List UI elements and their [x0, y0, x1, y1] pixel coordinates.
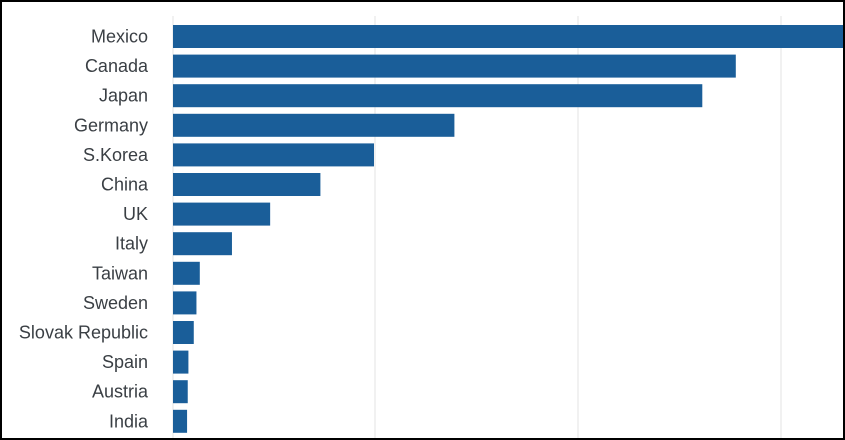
bar-taiwan — [173, 261, 200, 285]
category-label: Sweden — [83, 293, 148, 313]
bar-slovak-republic — [173, 321, 194, 344]
bar-china — [173, 173, 321, 196]
bar-s-korea — [173, 143, 374, 167]
category-label: UK — [123, 204, 148, 224]
category-label: Germany — [74, 115, 148, 135]
bar-austria — [173, 380, 188, 404]
bar-spain — [173, 350, 189, 374]
category-label: Slovak Republic — [19, 323, 148, 343]
bar-italy — [173, 232, 232, 256]
bar-sweden — [173, 291, 197, 315]
bar-japan — [173, 84, 703, 108]
category-label: Taiwan — [92, 263, 148, 283]
bars — [173, 25, 843, 433]
category-label: Italy — [115, 234, 148, 254]
bar-india — [173, 409, 188, 433]
bar-germany — [173, 113, 455, 137]
bar-uk — [173, 202, 271, 226]
category-label: China — [101, 175, 149, 195]
category-label: S.Korea — [83, 145, 149, 165]
bar-canada — [173, 54, 736, 78]
category-label: Spain — [102, 352, 148, 372]
category-label: Canada — [85, 56, 149, 76]
bar-mexico — [173, 25, 843, 48]
category-label: Japan — [99, 86, 148, 106]
category-label: India — [109, 411, 149, 431]
category-label: Mexico — [91, 27, 148, 47]
gridlines — [172, 16, 782, 438]
category-label: Austria — [92, 382, 149, 402]
category-labels: Mexico Canada Japan Germany S.Korea China UK It… — [19, 27, 149, 432]
